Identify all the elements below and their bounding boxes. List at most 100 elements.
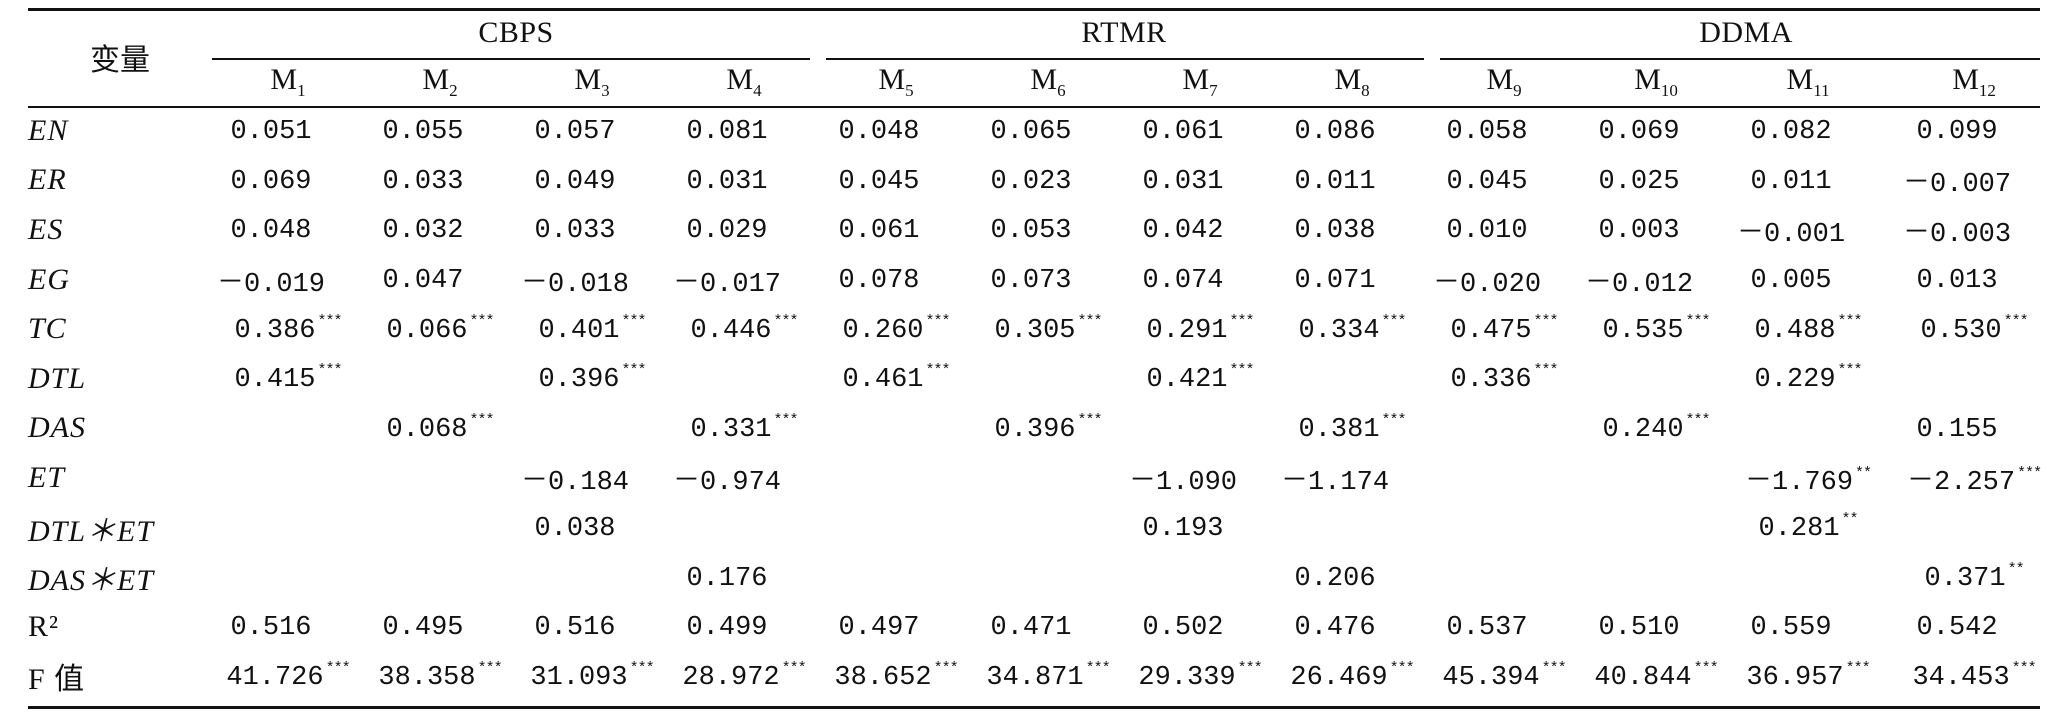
table-cell: 0.371 ** [1884, 552, 2048, 602]
cell-value: 0.047 [382, 266, 464, 297]
table-cell: 0.537 [1428, 602, 1580, 652]
table-cell: 0.011 [1732, 156, 1884, 206]
significance-stars: *** [317, 362, 343, 380]
table-cell: 0.499 [668, 602, 820, 652]
table-cell: 0.011 [1276, 156, 1428, 206]
table-cell: 0.099 [1884, 106, 2048, 156]
model-header-8: M8 [1276, 57, 1428, 106]
table-cell: 0.071 [1276, 255, 1428, 305]
cell-value: 0.229 [1754, 365, 1836, 396]
significance-stars: *** [1693, 659, 1719, 677]
table-cell: 0.047 [364, 255, 516, 305]
cell-value: 0.488 [1754, 315, 1836, 346]
table-cell [1276, 503, 1428, 553]
cell-value: 0.011 [1294, 166, 1376, 197]
cell-value: 0.193 [1142, 514, 1224, 545]
cell-value: 0.535 [1602, 315, 1684, 346]
cell-value: 0.038 [534, 514, 616, 545]
group-header-cbps: CBPS [478, 15, 554, 49]
table-cell: 0.516 [212, 602, 364, 652]
significance-stars: *** [1685, 411, 1711, 429]
cell-value: 0.048 [838, 117, 920, 148]
cell-value: 0.032 [382, 216, 464, 247]
cell-value: 34.871 [986, 662, 1084, 693]
cell-value: 0.038 [1294, 216, 1376, 247]
model-header-9: M9 [1428, 57, 1580, 106]
significance-stars: *** [1685, 312, 1711, 330]
cell-value: 26.469 [1290, 662, 1388, 693]
cell-value: －0.003 [1903, 219, 2012, 250]
significance-stars: *** [773, 312, 799, 330]
significance-stars: *** [933, 659, 959, 677]
model-header-subscript: 4 [753, 80, 762, 100]
row-label: ET [28, 460, 66, 494]
table-cell: 0.031 [668, 156, 820, 206]
model-header-2: M2 [364, 57, 516, 106]
table-cell: 0.049 [516, 156, 668, 206]
cell-value: 34.453 [1912, 662, 2010, 693]
model-header-base: M [270, 62, 298, 96]
cell-value: 0.066 [386, 315, 468, 346]
cell-value: 0.082 [1750, 117, 1832, 148]
table-cell: 0.260 *** [820, 304, 972, 354]
table-cell: 0.086 [1276, 106, 1428, 156]
table-cell [1580, 503, 1732, 553]
table-cell [1580, 453, 1732, 503]
table-cell [972, 453, 1124, 503]
significance-stars: *** [1381, 411, 1407, 429]
significance-stars: *** [925, 362, 951, 380]
significance-stars: *** [629, 659, 655, 677]
table-cell [1580, 354, 1732, 404]
table-row: R² 0.516 0.495 0.516 0.499 0.497 0.471 0.… [28, 602, 2048, 652]
table-cell [820, 552, 972, 602]
cell-value: 40.844 [1594, 662, 1692, 693]
cell-value: 0.176 [686, 563, 768, 594]
table-cell: －0.019 [212, 255, 364, 305]
table-cell: 0.475 *** [1428, 304, 1580, 354]
table-cell: 0.065 [972, 106, 1124, 156]
model-header-base: M [1030, 62, 1058, 96]
cell-value: 0.331 [690, 414, 772, 445]
cell-value: 0.068 [386, 414, 468, 445]
row-label: ES [28, 212, 64, 246]
table-cell: 0.381 *** [1276, 404, 1428, 454]
cell-value: 0.476 [1294, 613, 1376, 644]
model-header-subscript: 2 [449, 80, 458, 100]
group-header-ddma: DDMA [1699, 15, 1793, 49]
cell-value: 0.061 [838, 216, 920, 247]
cell-value: 0.099 [1916, 117, 1998, 148]
table-cell [972, 552, 1124, 602]
table-cell: 0.069 [212, 156, 364, 206]
table-cell: 0.066 *** [364, 304, 516, 354]
cell-value: －2.257 [1907, 467, 2016, 498]
table-cell: 0.421 *** [1124, 354, 1276, 404]
model-header-base: M [1786, 62, 1814, 96]
table-cell [1124, 552, 1276, 602]
table-cell [668, 503, 820, 553]
cell-value: 0.471 [990, 613, 1072, 644]
model-header-11: M11 [1732, 57, 1884, 106]
table-cell: 34.453 *** [1884, 652, 2048, 702]
cell-value: 0.081 [686, 117, 768, 148]
model-header-7: M7 [1124, 57, 1276, 106]
significance-stars: *** [2017, 464, 2042, 482]
table-cell [1276, 354, 1428, 404]
table-cell: 0.396 *** [516, 354, 668, 404]
table-cell: 31.093 *** [516, 652, 668, 702]
table-cell [516, 404, 668, 454]
table-cell [364, 552, 516, 602]
table-cell: 0.082 [1732, 106, 1884, 156]
table-cell: －0.020 [1428, 255, 1580, 305]
table-cell: 0.031 [1124, 156, 1276, 206]
table-cell: 0.003 [1580, 205, 1732, 255]
cell-value: 0.033 [534, 216, 616, 247]
significance-stars: *** [1837, 362, 1863, 380]
table-cell [668, 354, 820, 404]
cell-value: 0.401 [538, 315, 620, 346]
cell-value: 0.033 [382, 166, 464, 197]
table-cell [1428, 552, 1580, 602]
table-cell: 0.048 [820, 106, 972, 156]
significance-stars: ** [1855, 464, 1872, 482]
significance-stars: *** [925, 312, 951, 330]
significance-stars: *** [1837, 312, 1863, 330]
